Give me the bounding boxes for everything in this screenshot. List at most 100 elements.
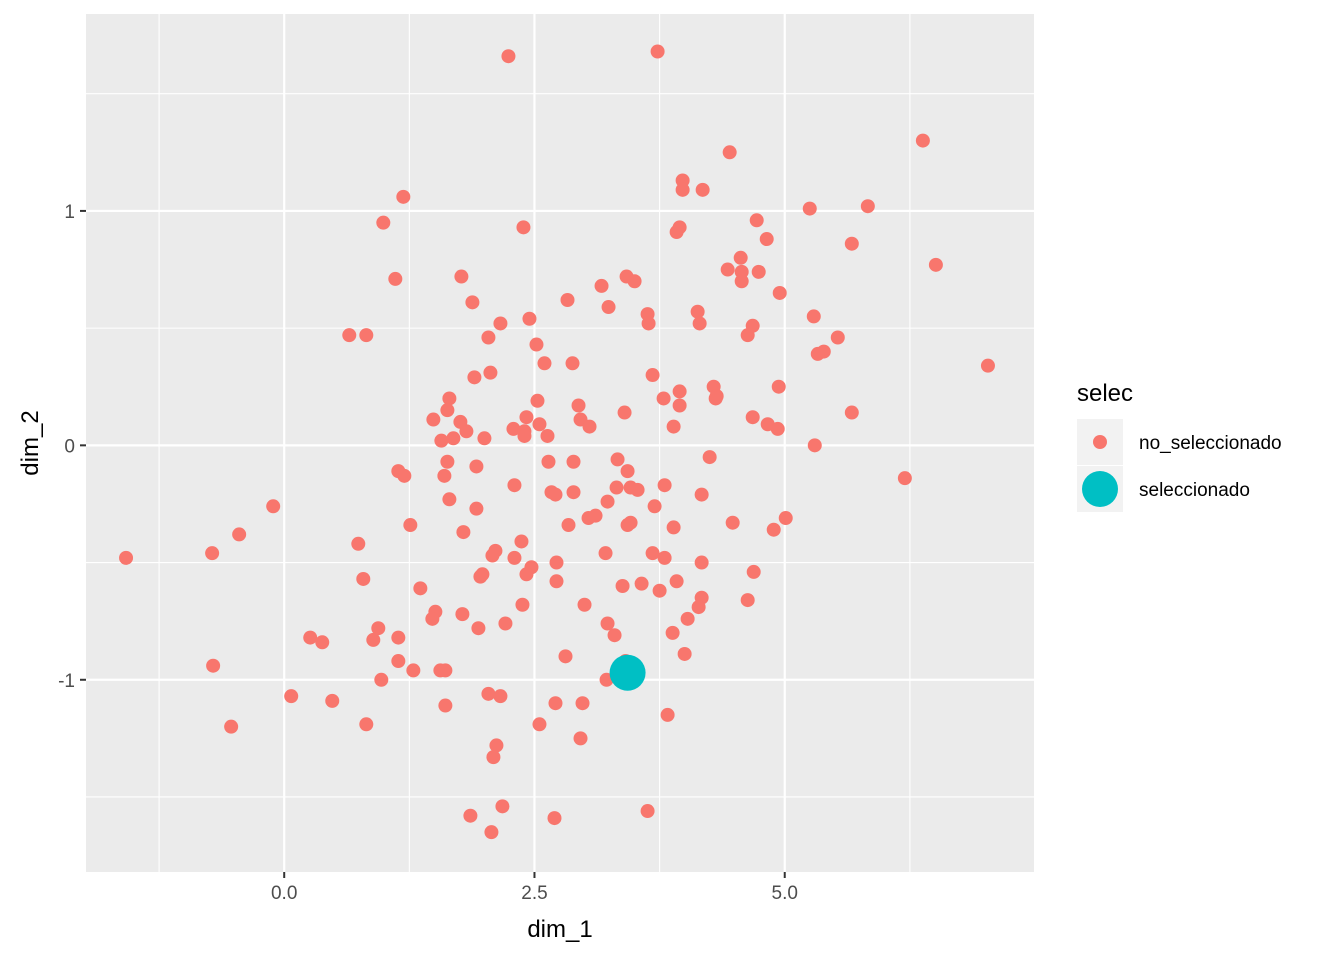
data-point: [844, 405, 859, 420]
data-point: [440, 454, 455, 469]
data-point: [600, 616, 615, 631]
data-point: [519, 410, 534, 425]
data-point: [691, 600, 706, 615]
data-point: [734, 274, 749, 289]
data-point: [206, 658, 221, 673]
data-point: [359, 717, 374, 732]
data-point: [720, 262, 735, 277]
selected-point: [609, 654, 646, 691]
y-axis-title: dim_2: [17, 410, 44, 475]
data-point: [547, 811, 562, 826]
data-point: [514, 534, 529, 549]
data-point: [672, 398, 687, 413]
data-point: [645, 546, 660, 561]
data-point: [656, 391, 671, 406]
data-point: [640, 804, 655, 819]
data-point: [694, 487, 709, 502]
data-point: [455, 607, 470, 622]
data-point: [391, 630, 406, 645]
data-point: [495, 799, 510, 814]
data-point: [725, 515, 740, 530]
data-point: [434, 433, 449, 448]
data-point: [694, 555, 709, 570]
data-point: [359, 328, 374, 343]
data-point: [627, 274, 642, 289]
data-point: [561, 518, 576, 533]
data-point: [641, 316, 656, 331]
data-point: [566, 485, 581, 500]
data-point: [802, 201, 817, 216]
data-point: [397, 468, 412, 483]
data-point: [483, 365, 498, 380]
data-point: [680, 611, 695, 626]
y-tick-label: 1: [64, 202, 75, 223]
data-point: [471, 621, 486, 636]
data-point: [403, 518, 418, 533]
data-point: [630, 482, 645, 497]
data-point: [548, 696, 563, 711]
data-point: [645, 368, 660, 383]
data-point: [860, 199, 875, 214]
data-point: [601, 300, 616, 315]
legend-title: selec: [1077, 380, 1133, 407]
data-point: [660, 707, 675, 722]
data-point: [928, 257, 943, 272]
data-point: [666, 520, 681, 535]
data-point: [915, 133, 930, 148]
data-point: [315, 635, 330, 650]
data-point: [778, 511, 793, 526]
data-point: [759, 232, 774, 247]
data-point: [665, 625, 680, 640]
data-point: [577, 597, 592, 612]
data-point: [376, 215, 391, 230]
data-point: [582, 419, 597, 434]
data-point: [560, 293, 575, 307]
data-point: [733, 250, 748, 265]
data-point: [566, 454, 581, 469]
data-point: [722, 145, 737, 160]
y-tick-label: 0: [64, 436, 75, 457]
data-point: [600, 494, 615, 509]
data-point: [652, 583, 667, 598]
data-point: [465, 295, 480, 310]
y-tick-label: -1: [58, 671, 75, 692]
data-point: [507, 550, 522, 565]
data-point: [519, 567, 534, 582]
data-point: [530, 393, 545, 408]
legend-label-no_seleccionado: no_seleccionado: [1139, 433, 1282, 454]
data-point: [581, 511, 596, 526]
data-point: [391, 654, 406, 669]
data-point: [806, 309, 821, 324]
data-point: [549, 555, 564, 570]
data-point: [438, 698, 453, 713]
data-point: [484, 825, 499, 840]
data-point: [666, 419, 681, 434]
data-point: [501, 49, 516, 64]
data-point: [342, 328, 357, 343]
data-point: [695, 182, 710, 197]
data-point: [351, 536, 366, 551]
data-point: [620, 518, 635, 533]
data-point: [493, 689, 508, 704]
data-point: [396, 189, 411, 204]
data-point: [575, 696, 590, 711]
data-point: [506, 421, 521, 436]
data-point: [481, 686, 496, 701]
data-point: [119, 550, 134, 565]
data-point: [751, 264, 766, 279]
data-point: [772, 285, 787, 300]
data-point: [749, 213, 764, 228]
legend: selec no_seleccionado seleccionado: [1077, 380, 1282, 512]
data-point: [532, 717, 547, 732]
data-point: [454, 269, 469, 284]
data-point: [485, 548, 500, 563]
data-point: [745, 410, 760, 425]
data-point: [406, 663, 421, 678]
data-point: [440, 403, 455, 418]
data-point: [620, 464, 635, 479]
data-point: [463, 808, 478, 823]
data-point: [771, 379, 786, 394]
data-point: [634, 576, 649, 591]
data-point: [617, 405, 632, 420]
